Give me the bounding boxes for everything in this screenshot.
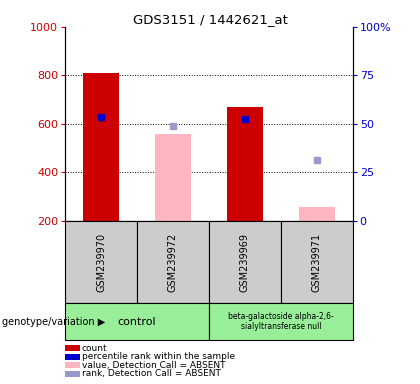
Text: GDS3151 / 1442621_at: GDS3151 / 1442621_at	[133, 13, 287, 26]
Text: beta-galactoside alpha-2,6-
sialyltransferase null: beta-galactoside alpha-2,6- sialyltransf…	[228, 312, 334, 331]
Text: value, Detection Call = ABSENT: value, Detection Call = ABSENT	[82, 361, 226, 370]
Text: count: count	[82, 344, 108, 353]
Text: GSM239970: GSM239970	[96, 233, 106, 291]
Bar	[155, 134, 191, 221]
Text: percentile rank within the sample: percentile rank within the sample	[82, 352, 235, 361]
Bar	[227, 107, 263, 221]
Text: GSM239972: GSM239972	[168, 232, 178, 292]
Text: control: control	[118, 316, 156, 327]
Bar	[83, 73, 119, 221]
Text: rank, Detection Call = ABSENT: rank, Detection Call = ABSENT	[82, 369, 221, 378]
Bar	[299, 207, 335, 221]
Text: GSM239971: GSM239971	[312, 233, 322, 291]
Text: GSM239969: GSM239969	[240, 233, 250, 291]
Text: genotype/variation ▶: genotype/variation ▶	[2, 316, 105, 327]
